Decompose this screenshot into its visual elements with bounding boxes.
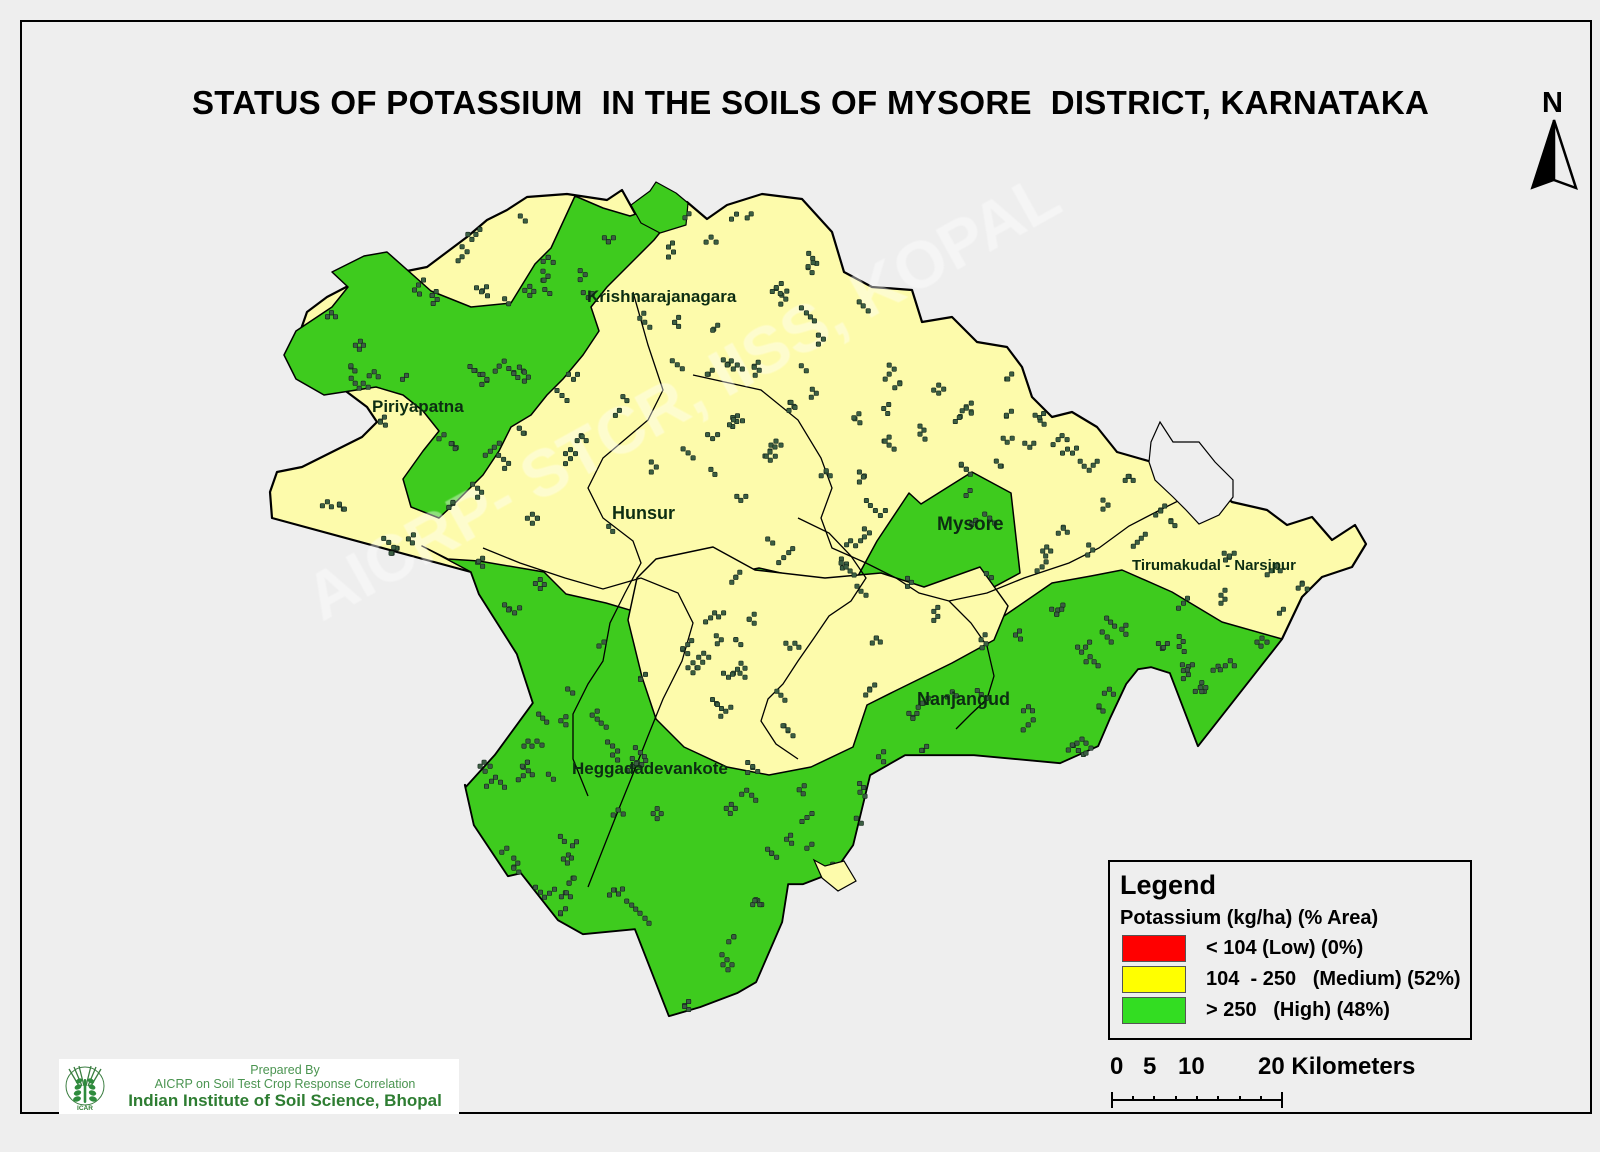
svg-text:Krishnarajanagara: Krishnarajanagara bbox=[587, 287, 737, 306]
svg-text:Tirumakudal - Narsipur: Tirumakudal - Narsipur bbox=[1132, 557, 1296, 574]
svg-text:Nanjangud: Nanjangud bbox=[917, 689, 1010, 709]
svg-text:Hunsur: Hunsur bbox=[612, 503, 675, 523]
svg-text:Heggadadevankote: Heggadadevankote bbox=[572, 759, 728, 778]
svg-text:Piriyapatna: Piriyapatna bbox=[372, 397, 464, 416]
svg-text:Mysore: Mysore bbox=[937, 514, 1004, 535]
